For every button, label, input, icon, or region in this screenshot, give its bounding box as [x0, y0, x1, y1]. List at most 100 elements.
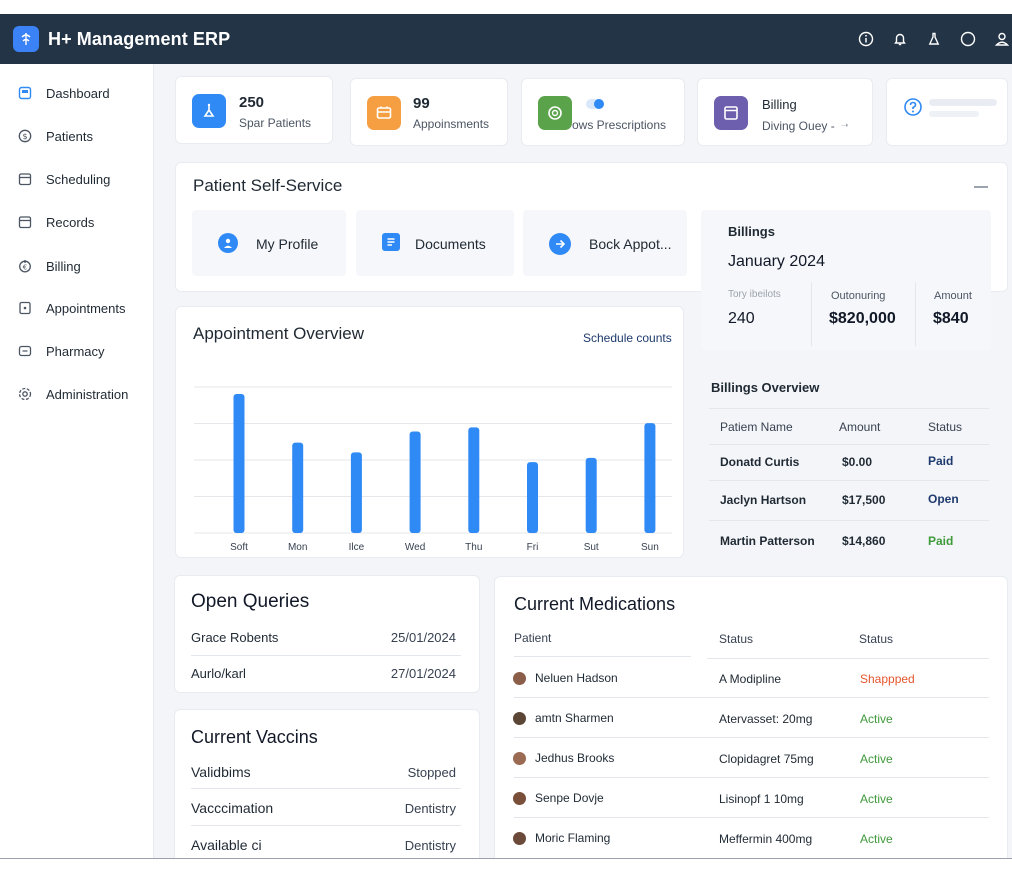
metric-value: $840 — [933, 310, 969, 327]
sidebar-item-pharmacy[interactable]: Pharmacy — [0, 336, 154, 366]
open-queries-card: Open Queries Grace Robents 25/01/2024 Au… — [174, 575, 480, 693]
metric-label: Amount — [934, 290, 972, 302]
chart-bar[interactable] — [644, 423, 656, 533]
column-header: Patiem Name — [720, 420, 793, 434]
chart-bar[interactable] — [292, 442, 304, 533]
chart-bar[interactable] — [233, 393, 245, 533]
list-item[interactable]: Grace Robents 25/01/2024 — [175, 624, 481, 654]
stat-label: Spar Patients — [239, 116, 312, 130]
x-tick-label: Sut — [584, 542, 599, 553]
column-header: Patient — [514, 631, 552, 645]
medication: Meffermin 400mg — [719, 832, 813, 846]
patient-name: Neluen Hadson — [535, 671, 618, 685]
patient-name: Donatd Curtis — [720, 455, 800, 469]
x-tick-label: Thu — [465, 542, 482, 553]
top-bar: H+ Management ERP — [0, 14, 1012, 64]
appointment-overview-card: Appointment Overview Schedule counts Sof… — [175, 306, 684, 558]
x-tick-label: Fri — [527, 542, 539, 553]
top-icon-group — [858, 14, 1012, 64]
dashboard-icon — [18, 86, 32, 100]
metric-value: $820,000 — [829, 310, 896, 327]
schedule-counts-link[interactable]: Schedule counts — [583, 331, 672, 345]
column-header: Status — [719, 632, 754, 646]
sidebar-item-appointments[interactable]: Appointments — [0, 293, 154, 323]
sidebar-item-patients[interactable]: $ Patients — [0, 121, 154, 151]
status-badge: Open — [928, 492, 959, 506]
tile-documents[interactable]: Documents — [356, 210, 514, 276]
medication: A Modipline — [719, 672, 782, 686]
placeholder-bar — [929, 99, 997, 106]
table-row[interactable]: Jedhus Brooks Clopidagret 75mg Active — [495, 739, 1009, 778]
sidebar-item-records[interactable]: Records — [0, 207, 154, 237]
divider — [514, 777, 989, 778]
app-window: H+ Management ERP Dashboard $ — [0, 14, 1012, 859]
table-row[interactable]: Neluen Hadson A Modipline Shappped — [495, 659, 1009, 698]
bell-icon[interactable] — [892, 31, 908, 47]
divider — [707, 658, 989, 659]
app-title: H+ Management ERP — [48, 28, 231, 49]
table-row[interactable]: Moric Flaming Meffermin 400mg Active — [495, 819, 1009, 857]
sidebar-item-administration[interactable]: Administration — [0, 379, 154, 409]
flask-icon[interactable] — [926, 31, 942, 47]
admin-icon — [18, 387, 32, 401]
sidebar-item-dashboard[interactable]: Dashboard — [0, 78, 154, 108]
list-item[interactable]: Aurlo/karl 27/01/2024 — [175, 660, 481, 690]
billings-card: Billings January 2024 Tory ibeilots 240 … — [701, 210, 991, 350]
patient-name: amtn Sharmen — [535, 711, 614, 725]
column-header: Status — [928, 420, 963, 434]
stat-card-appointments[interactable]: 99 Appoinsments — [350, 78, 508, 146]
documents-icon — [382, 233, 400, 251]
divider — [709, 408, 989, 409]
logo-icon[interactable] — [13, 26, 39, 52]
query-name: Grace Robents — [191, 630, 279, 645]
chart-bar[interactable] — [350, 452, 362, 533]
billing-window-icon — [714, 96, 748, 130]
info-icon[interactable] — [858, 31, 874, 47]
appointment-chart: Soft Mon Ilce Wed Thu Fri Sut Sun — [176, 307, 685, 559]
chart-bar[interactable] — [585, 457, 597, 533]
vaccine-name: Available ci — [191, 837, 262, 853]
x-tick-label: Sun — [641, 542, 659, 553]
circle-icon[interactable] — [960, 31, 976, 47]
table-row[interactable]: Donatd Curtis $0.00 Paid — [701, 445, 991, 479]
chart-bar[interactable] — [409, 431, 421, 533]
sidebar-item-scheduling[interactable]: Scheduling — [0, 164, 154, 194]
list-item[interactable]: Validbims Stopped — [175, 759, 481, 789]
chart-bar[interactable] — [527, 462, 538, 533]
table-row[interactable]: Martin Patterson $14,860 Paid — [701, 521, 991, 557]
billings-metric-divider — [915, 282, 916, 346]
tile-my-profile[interactable]: My Profile — [192, 210, 346, 276]
section-title: Current Medications — [514, 594, 676, 614]
table-row[interactable]: Jaclyn Hartson $17,500 Open — [701, 481, 991, 519]
sidebar-item-label: Records — [46, 214, 95, 230]
table-row[interactable]: Senpe Dovje Lisinopf 1 10mg Active — [495, 779, 1009, 818]
tile-label: My Profile — [256, 236, 319, 252]
table-row[interactable]: amtn Sharmen Atervasset: 20mg Active — [495, 699, 1009, 738]
stat-card-help[interactable] — [886, 78, 1008, 146]
x-tick-label: Soft — [230, 542, 248, 553]
section-title: Billings Overview — [711, 380, 820, 395]
query-date: 25/01/2024 — [390, 630, 456, 645]
toggle-icon[interactable] — [586, 99, 604, 109]
stat-card-billing[interactable]: Billing Diving Ouey - ➝ — [697, 78, 873, 146]
appointments-icon — [18, 301, 32, 315]
patient-name: Moric Flaming — [535, 831, 611, 845]
stat-card-prescriptions[interactable]: ows Prescriptions — [521, 78, 685, 146]
tile-book-appointment[interactable]: Bock Appot... — [523, 210, 687, 276]
amount: $0.00 — [842, 455, 873, 469]
x-tick-label: Mon — [288, 542, 307, 553]
billings-period: January 2024 — [728, 253, 825, 270]
user-icon[interactable] — [994, 31, 1010, 47]
patients-icon: $ — [18, 129, 32, 143]
divider — [191, 825, 461, 826]
x-tick-label: Wed — [405, 542, 425, 553]
more-icon[interactable] — [974, 186, 988, 188]
list-item[interactable]: Vacccimation Dentistry — [175, 795, 481, 825]
avatar — [513, 712, 526, 725]
chart-bar[interactable] — [468, 427, 480, 533]
list-item[interactable]: Available ci Dentistry — [175, 832, 481, 858]
stat-card-patients[interactable]: 250 Spar Patients — [175, 76, 333, 144]
sidebar-item-billing[interactable]: € Billing — [0, 251, 154, 281]
patient-name: Senpe Dovje — [535, 791, 604, 805]
vaccine-name: Validbims — [191, 764, 251, 780]
